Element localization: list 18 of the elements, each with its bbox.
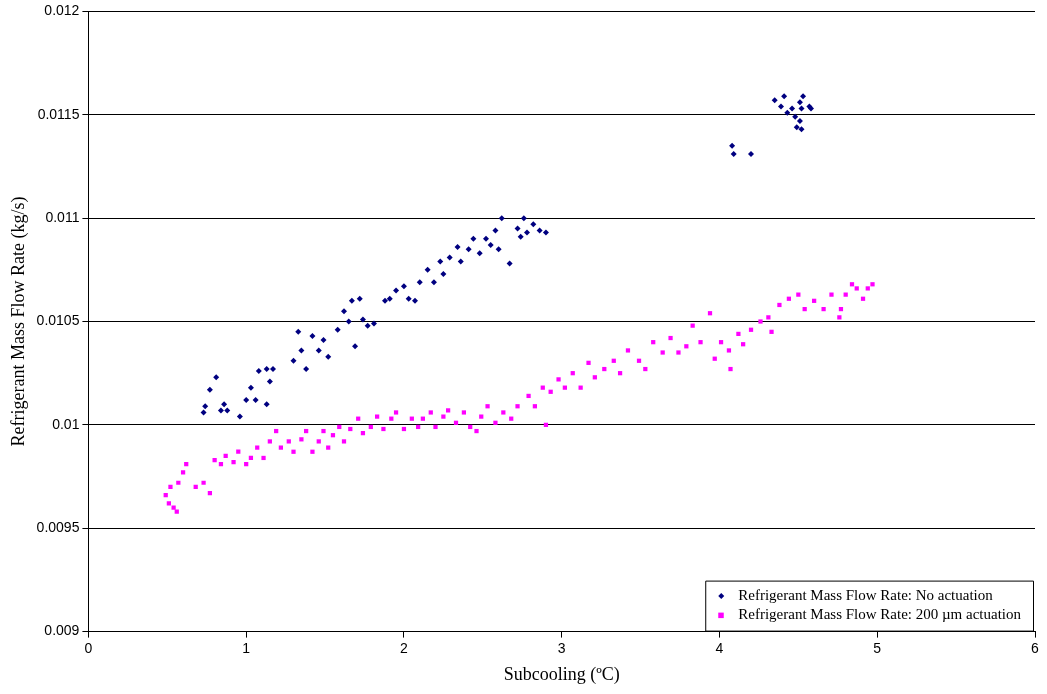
x-tick-label: 5 [873,639,882,656]
y-tick-label: 0.0115 [37,105,80,122]
y-tick-label: 0.01 [52,415,80,432]
y-tick-label: 0.0105 [36,312,80,329]
x-tick-label: 4 [715,639,724,656]
x-tick-label: 0 [84,639,93,656]
x-tick-label: 1 [242,639,251,656]
y-tick-label: 0.009 [44,622,80,639]
x-tick-label: 2 [400,639,409,656]
y-tick-label: 0.0095 [36,519,80,536]
x-tick-label: 6 [1031,639,1040,656]
x-axis-title: Subcooling (ºC) [503,663,620,685]
y-tick-label: 0.011 [45,208,80,225]
y-axis-title: Refrigerant Mass Flow Rate (kg/s) [7,196,29,447]
y-tick-label: 0.012 [44,2,80,19]
legend-label: Refrigerant Mass Flow Rate: 200 µm actuation [738,606,1022,623]
x-tick-label: 3 [557,639,566,656]
legend-label: Refrigerant Mass Flow Rate: No actuation [738,587,994,604]
